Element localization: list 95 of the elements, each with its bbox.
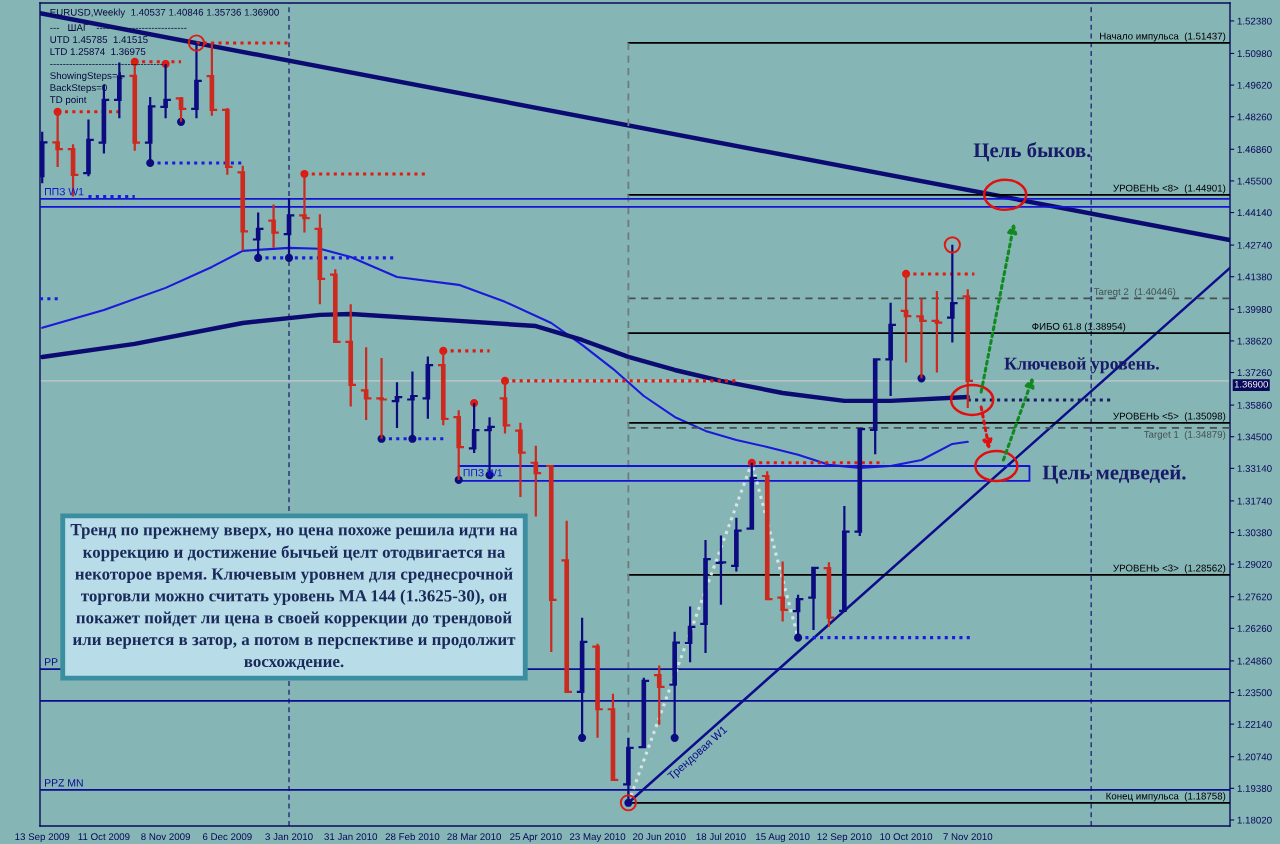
y-tick-label: 1.38620 — [1237, 337, 1272, 345]
y-tick-label: 1.24860 — [1237, 657, 1272, 665]
candlestick — [467, 401, 481, 455]
candlestick — [837, 504, 851, 613]
y-tick-label: 1.29020 — [1237, 560, 1272, 568]
y-tick-label: 1.45500 — [1237, 177, 1272, 185]
y-tick-label: 1.41380 — [1237, 273, 1272, 281]
candlestick — [699, 538, 712, 655]
annotation: Цель медведей. — [1042, 465, 1186, 484]
candlestick — [899, 272, 913, 364]
candlestick — [714, 534, 728, 606]
x-tick-label: 8 Nov 2009 — [141, 833, 191, 841]
series-label: УРОВЕНЬ <8> (1.44901) — [1113, 184, 1226, 194]
y-tick-label: 1.42740 — [1237, 241, 1272, 249]
candlestick — [930, 289, 944, 374]
candlestick — [729, 516, 743, 573]
x-tick-label: 15 Aug 2010 — [756, 833, 810, 843]
series-label: Target 1 (1.34879) — [1143, 430, 1226, 440]
series-label: УРОВЕНЬ <3> (1.28562) — [1113, 564, 1226, 574]
x-tick-label: 18 Jul 2010 — [696, 832, 746, 841]
candlestick — [205, 41, 219, 117]
x-tick-label: 25 Apr 2010 — [510, 833, 562, 843]
candlestick — [884, 301, 898, 398]
y-tick-label: 1.22140 — [1237, 720, 1272, 728]
y-tick-label: 1.49620 — [1237, 81, 1272, 89]
series-label: PP — [45, 658, 58, 666]
candlestick — [915, 297, 928, 380]
y-tick-label: 1.31740 — [1237, 497, 1272, 505]
series-label: Начало импульса (1.51437) — [1100, 32, 1226, 42]
y-tick-label: 1.48260 — [1237, 113, 1272, 121]
ref-line-label: 1.36900 — [1234, 380, 1268, 388]
candlestick — [344, 303, 358, 408]
series-label: ФИБО 61.8 (1.38954) — [1032, 322, 1126, 332]
candlestick — [776, 560, 790, 623]
candlestick — [174, 95, 188, 123]
y-tick-label: 1.46860 — [1237, 146, 1272, 153]
x-tick-label: 12 Sep 2010 — [817, 833, 872, 843]
y-tick-label: 1.33140 — [1237, 465, 1272, 472]
x-tick-label: 13 Sep 2009 — [15, 833, 70, 843]
y-tick-label: 1.26260 — [1237, 625, 1272, 632]
x-tick-label: 31 Jan 2010 — [324, 833, 378, 841]
y-tick-label: 1.39980 — [1237, 306, 1272, 313]
y-tick-label: 1.30380 — [1237, 529, 1272, 537]
y-tick-label: 1.37260 — [1237, 369, 1272, 377]
y-tick-label: 1.35860 — [1237, 401, 1272, 409]
candlestick — [128, 60, 142, 152]
candlestick — [375, 357, 388, 440]
candlestick — [220, 106, 234, 176]
x-tick-label: 6 Dec 2009 — [202, 833, 252, 841]
candlestick — [359, 346, 373, 422]
y-tick-label: 1.19380 — [1237, 785, 1272, 792]
x-tick-label: 20 Jun 2010 — [632, 833, 686, 841]
y-tick-label: 1.44140 — [1237, 209, 1272, 217]
x-tick-label: 10 Oct 2010 — [880, 833, 933, 841]
candlestick — [159, 62, 173, 120]
candlestick — [868, 357, 882, 456]
candlestick — [683, 605, 697, 664]
candlestick — [560, 519, 574, 693]
candlestick — [745, 461, 759, 531]
x-tick-label: 28 Mar 2010 — [447, 833, 502, 841]
x-tick-label: 28 Feb 2010 — [385, 832, 440, 841]
candlestick — [591, 642, 604, 739]
candlestick — [328, 268, 342, 343]
candlestick — [190, 41, 203, 120]
candlestick — [82, 118, 95, 178]
x-tick-label: 7 Nov 2010 — [943, 833, 993, 841]
line-series — [40, 311, 970, 404]
candlestick — [961, 288, 975, 410]
y-tick-label: 1.23500 — [1237, 689, 1272, 697]
candlestick — [51, 110, 65, 169]
annotation: Цель быков. — [973, 142, 1091, 162]
series-label: Конец импульса (1.18758) — [1106, 792, 1226, 802]
x-tick-label: 3 Jan 2010 — [265, 833, 313, 841]
candlestick — [298, 172, 311, 234]
y-tick-label: 1.20740 — [1237, 753, 1272, 761]
y-tick-label: 1.27620 — [1237, 593, 1272, 601]
x-tick-label: 23 May 2010 — [569, 833, 626, 843]
candlestick — [436, 349, 450, 427]
series-label: УРОВЕНЬ <5> (1.35098) — [1113, 412, 1226, 422]
series-label: PPZ MN — [45, 779, 83, 787]
y-tick-label: 1.18020 — [1237, 816, 1272, 824]
candlestick — [514, 421, 527, 499]
y-tick-label: 1.50980 — [1237, 50, 1272, 58]
candlestick — [544, 464, 558, 654]
x-tick-label: 11 Oct 2009 — [78, 833, 130, 841]
series-label: Taregt 2 (1.40446) — [1093, 287, 1176, 298]
candlestick — [390, 381, 404, 430]
candlestick — [529, 444, 543, 518]
candlestick — [236, 164, 250, 252]
y-tick-label: 1.34500 — [1237, 433, 1272, 441]
candlestick — [267, 203, 280, 249]
annotation: Тренд по прежнему вверх, но цена похоже решила идти на коррекцию и достижение бычьей целт отодвигается на некоторое время. Ключевым уровнем для среднесрочной торговли можно считать уровень MA 144 (1.3625-30), он покажет пойдет ли цена в своей коррекции до трендовой или вернется в затор, а потом в перспективе и продолжит восхождение. — [70, 524, 518, 670]
candlestick — [652, 664, 666, 726]
candlestick — [807, 566, 820, 632]
y-tick-label: 1.52380 — [1237, 17, 1272, 25]
